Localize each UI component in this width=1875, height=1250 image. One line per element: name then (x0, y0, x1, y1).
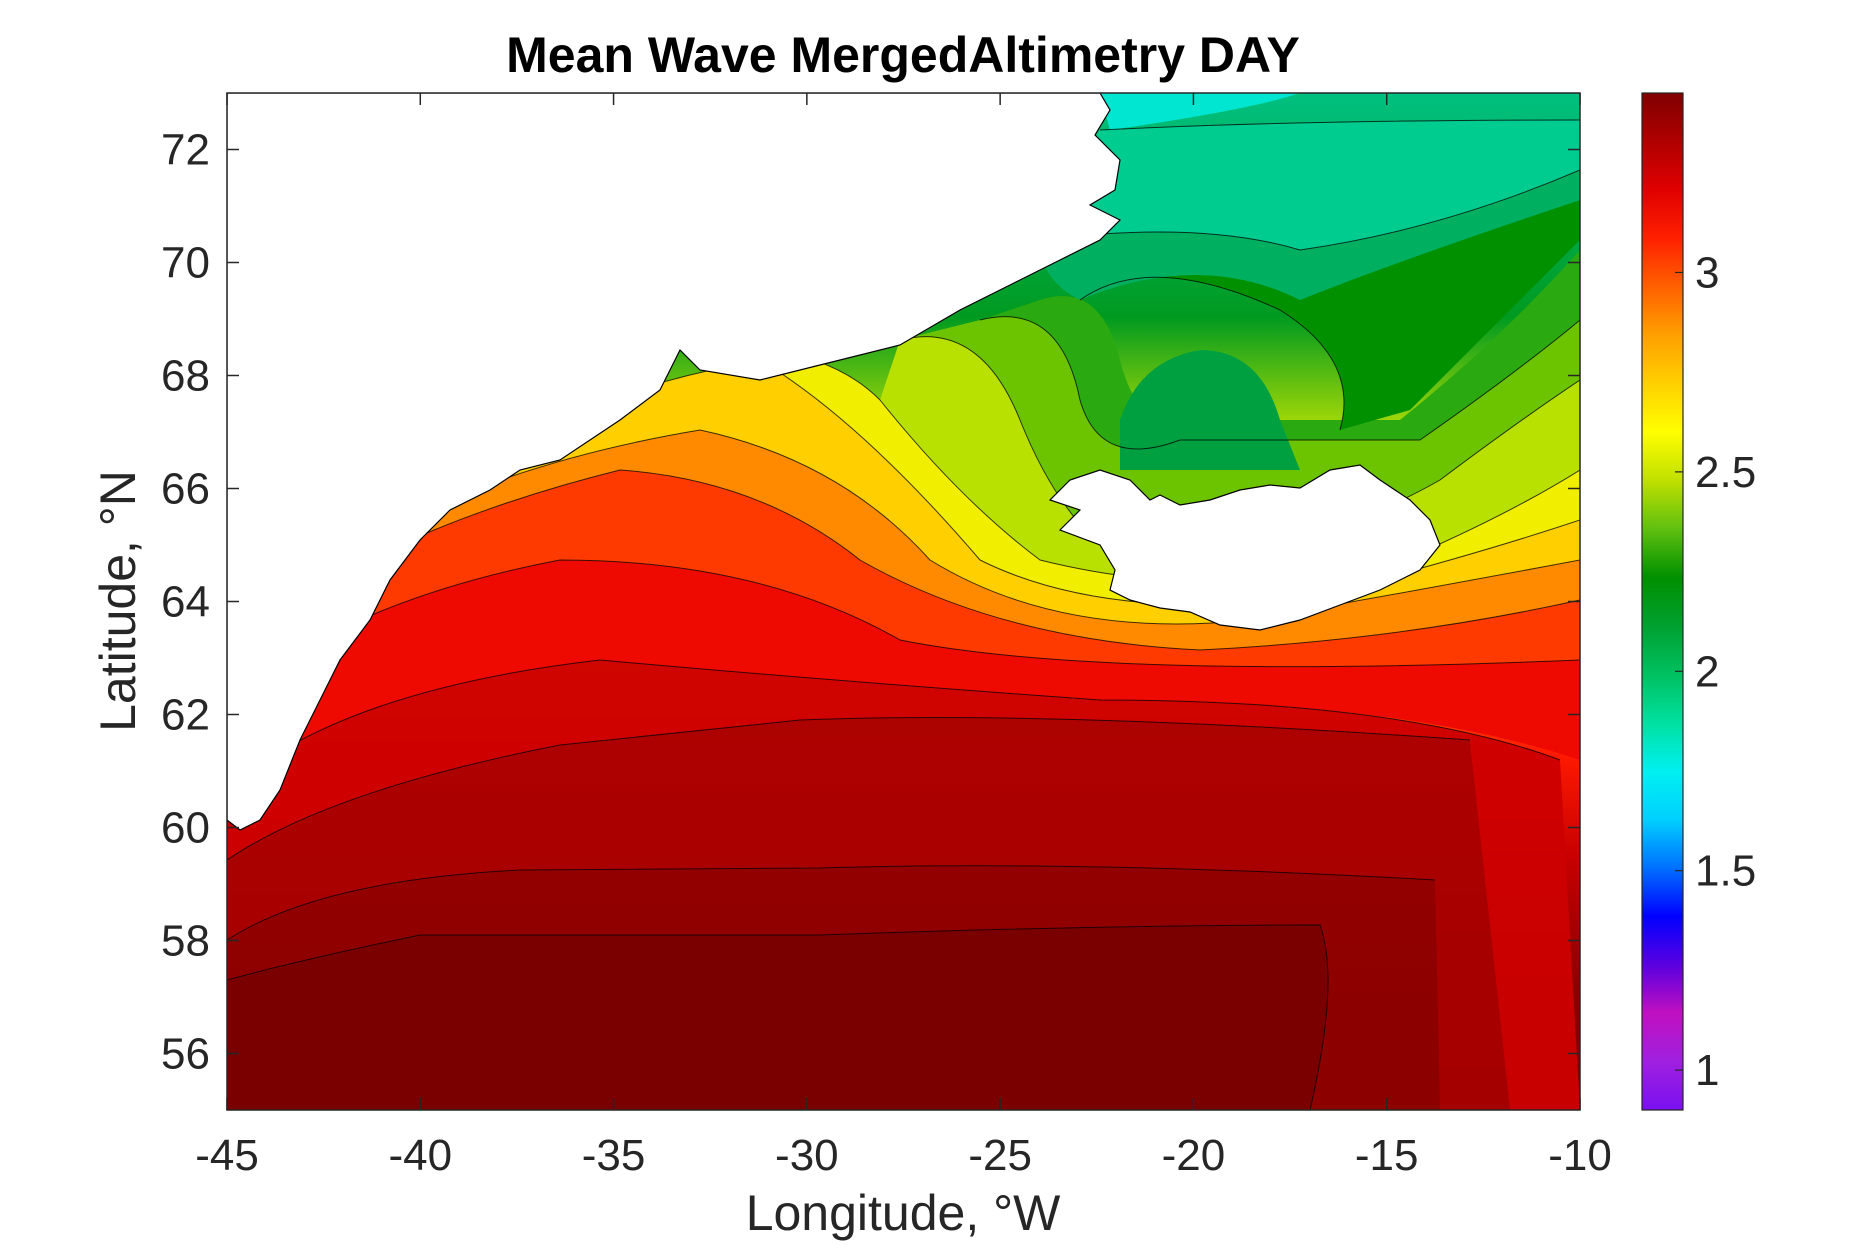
band-orange (240, 430, 1580, 650)
colorbar-tick-label: 2 (1695, 647, 1719, 696)
y-tick-label: 72 (161, 126, 210, 175)
y-tick-label: 66 (161, 465, 210, 514)
colorbar-tick-label: 3 (1695, 248, 1719, 297)
x-tick-label: -20 (1162, 1131, 1226, 1180)
y-tick-label: 56 (161, 1030, 210, 1079)
band-teal-green (1040, 170, 1580, 300)
x-axis-title: Longitude, °W (746, 1185, 1061, 1241)
y-axis-ticks: 56 58 60 62 64 66 68 70 72 (161, 126, 1580, 1079)
y-tick-label: 64 (161, 578, 210, 627)
colorbar-tick-label: 1 (1695, 1046, 1719, 1095)
colorbar-tick-label: 2.5 (1695, 448, 1756, 497)
x-tick-label: -25 (968, 1131, 1032, 1180)
x-tick-label: -10 (1548, 1131, 1612, 1180)
colorbar (1641, 92, 1684, 1111)
x-axis-ticks: -45 -40 -35 -30 -25 -20 -15 -10 (195, 93, 1612, 1180)
band-yellow (700, 348, 1580, 605)
band-red-1 (227, 865, 1440, 1110)
x-tick-label: -45 (195, 1131, 259, 1180)
x-tick-label: -15 (1355, 1131, 1419, 1180)
band-yellow-orange (300, 360, 1580, 624)
x-tick-label: -30 (775, 1131, 839, 1180)
band-teal (1040, 120, 1580, 250)
colorbar-ticks: 1 1.5 2 2.5 3 (1675, 248, 1756, 1095)
plot-title: Mean Wave MergedAltimetry DAY (506, 27, 1300, 83)
wave-height-field (227, 93, 1580, 1110)
iceland-landmass (1048, 464, 1441, 631)
band-dark-red-core (227, 925, 1328, 1110)
band-dark-green (1080, 200, 1580, 430)
y-tick-label: 62 (161, 691, 210, 740)
y-tick-label: 58 (161, 917, 210, 966)
colorbar-tick-label: 1.5 (1695, 847, 1756, 896)
y-tick-label: 70 (161, 239, 210, 288)
y-axis-title: Latitude, °N (90, 470, 146, 732)
y-tick-label: 60 (161, 804, 210, 853)
band-cyan (1100, 93, 1300, 130)
band-red-4 (227, 560, 1580, 790)
y-tick-label: 68 (161, 352, 210, 401)
greenland-landmass (227, 93, 1122, 831)
band-orange-red (227, 470, 1580, 700)
band-red-2 (227, 717, 1510, 1110)
x-tick-label: -40 (388, 1131, 452, 1180)
x-tick-label: -35 (582, 1131, 646, 1180)
